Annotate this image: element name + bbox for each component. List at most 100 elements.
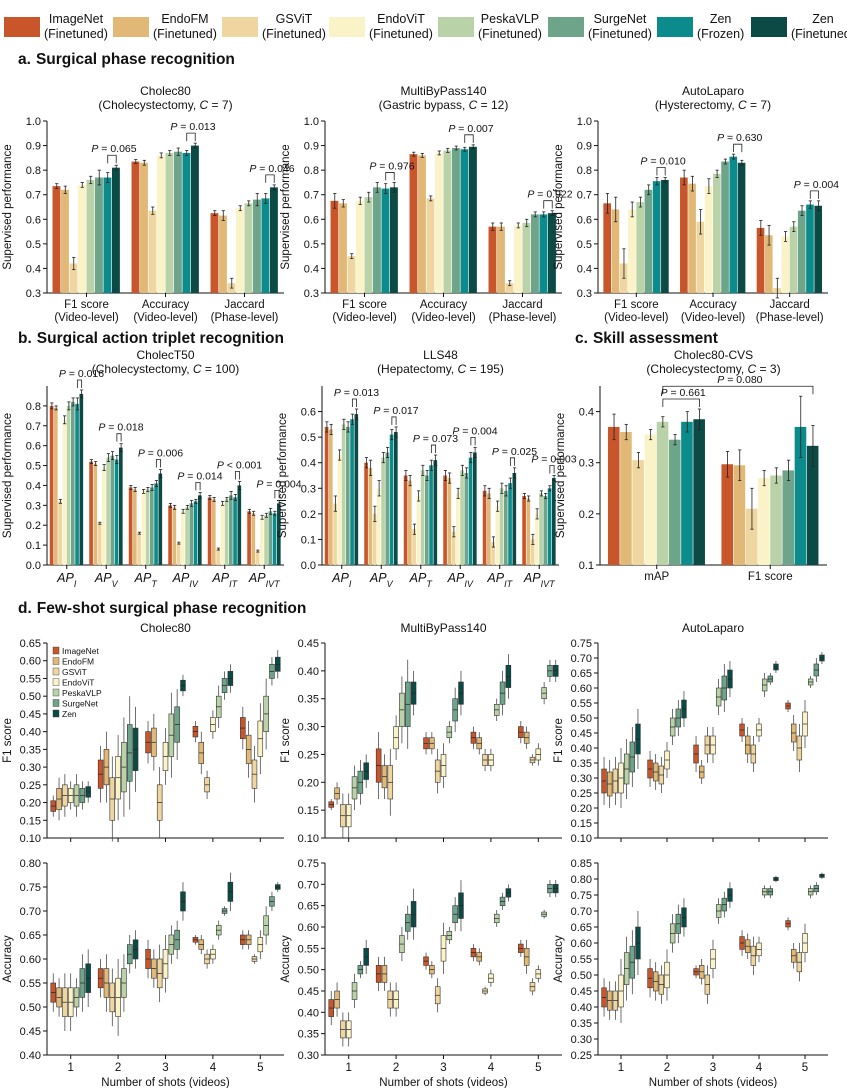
p-value-label: P = 0.025 — [492, 446, 537, 458]
bar — [228, 495, 233, 565]
legend-swatch — [113, 17, 149, 37]
x-tick-label: F1 score — [342, 299, 387, 311]
legend-swatch — [548, 17, 584, 37]
box-legend-swatch — [52, 709, 60, 718]
bar — [128, 487, 133, 565]
p-value-label: P = 0.017 — [373, 405, 418, 417]
bar — [429, 465, 433, 565]
bar — [420, 470, 425, 565]
y-tick-label: 0.25 — [571, 788, 592, 800]
legend-label: SurgeNet (Finetuned) — [588, 12, 652, 41]
y-tick-label: 0.9 — [26, 141, 41, 153]
y-axis-label: Supervised performance — [2, 144, 14, 269]
bar — [632, 460, 644, 565]
box-legend-swatch — [52, 646, 60, 655]
bar — [460, 470, 464, 565]
bar — [255, 551, 260, 565]
y-tick-label: 0.4 — [26, 263, 41, 275]
y-tick-label: 0.25 — [20, 780, 41, 792]
x-tick-label: 1 — [67, 1062, 73, 1074]
box-legend: ImageNetEndoFMGSViTEndoViTPeskaVLPSurgeN… — [52, 646, 102, 719]
y-tick-label: 0.45 — [20, 1026, 41, 1038]
bar — [212, 499, 216, 565]
significance-bracket — [430, 444, 437, 454]
chart-title: Cholec80-CVS — [674, 348, 753, 362]
p-value-label: P < 0.001 — [217, 459, 262, 471]
chart-d1: Cholec80 0.10 0.15 0.20 0.25 0.30 0.35 0.40 0.45… — [2, 621, 284, 845]
bar — [347, 256, 356, 293]
y-tick-label: 0.70 — [571, 653, 592, 665]
box-legend-swatch — [52, 688, 60, 697]
y-tick-label: 0.85 — [571, 858, 592, 870]
bar — [721, 161, 729, 293]
x-tick-label: (Phase-level) — [489, 312, 557, 324]
bar — [389, 434, 394, 565]
x-tick-label: (Video-level) — [681, 312, 746, 324]
significance-bracket — [234, 471, 241, 480]
x-tick-label: 5 — [802, 1062, 808, 1074]
x-tick-label: APT — [134, 571, 159, 589]
section-title-a: a. Surgical phase recognition — [18, 51, 235, 68]
y-tick-label: 0.60 — [298, 922, 319, 934]
legend-label: Zen (Frozen) — [697, 12, 745, 41]
significance-bracket — [543, 200, 553, 209]
y-tick-label: 0.65 — [571, 668, 592, 680]
y-tick-label: 0.30 — [571, 773, 592, 785]
bar — [224, 499, 229, 565]
bar — [52, 186, 61, 293]
bar — [276, 503, 281, 565]
x-tick-label: Accuracy — [689, 299, 737, 311]
bar — [377, 488, 381, 565]
bar — [247, 511, 251, 565]
y-tick-label: 0.8 — [26, 401, 41, 413]
bar — [182, 152, 191, 293]
y-tick-label: 0.6 — [577, 214, 592, 226]
x-tick-label: 2 — [393, 1062, 399, 1074]
y-tick-label: 0.45 — [298, 986, 319, 998]
bar — [62, 419, 67, 565]
y-axis-label: Accuracy — [553, 935, 565, 983]
x-tick-label: APIT — [486, 571, 513, 589]
legend-label: ImageNet (Finetuned) — [44, 12, 108, 41]
y-tick-label: 0.30 — [298, 1050, 319, 1062]
bar — [794, 426, 807, 565]
y-tick-label: 0.20 — [571, 803, 592, 815]
bar — [381, 457, 385, 565]
y-tick-label: 0.3 — [304, 288, 319, 300]
p-value-label: P = 0.046 — [249, 163, 294, 175]
bar — [758, 478, 770, 565]
bar — [737, 162, 746, 293]
bar — [393, 432, 398, 565]
bar — [93, 463, 98, 565]
y-tick-label: 0.40 — [298, 1007, 319, 1019]
x-tick-label: 4 — [488, 1062, 495, 1074]
p-value-label: P = 0.014 — [177, 470, 222, 482]
chart-d2: MultiByPass140 0.10 0.15 0.20 0.25 0.30 0.35 0.… — [280, 621, 562, 845]
bar — [148, 210, 157, 293]
significance-bracket — [265, 174, 275, 183]
bar — [505, 283, 514, 293]
x-tick-label: Accuracy — [420, 299, 468, 311]
bar — [103, 177, 112, 293]
y-tick-label: 0.3 — [579, 458, 594, 470]
x-tick-label: 1 — [345, 1062, 351, 1074]
bar — [165, 152, 174, 293]
y-tick-label: 0.9 — [577, 141, 592, 153]
y-tick-label: 0.3 — [577, 288, 592, 300]
bar — [681, 421, 693, 565]
significance-bracket — [656, 167, 666, 176]
x-tick-label: 4 — [756, 1062, 763, 1074]
chart-title: Cholec80 — [140, 621, 191, 635]
y-tick-label: 0.45 — [20, 709, 41, 721]
box-legend-label: SurgeNet — [62, 699, 99, 709]
bar — [333, 503, 337, 565]
section-title-b: b. Surgical action triplet recognition — [18, 330, 284, 347]
y-tick-label: 0.65 — [298, 901, 319, 913]
x-tick-label: APT — [409, 571, 434, 589]
y-tick-label: 0.35 — [298, 1029, 319, 1041]
chart-title: MultiByPass140 — [400, 621, 486, 635]
bar — [350, 419, 354, 565]
chart-title: AutoLaparo — [682, 621, 744, 635]
bar — [244, 203, 253, 293]
